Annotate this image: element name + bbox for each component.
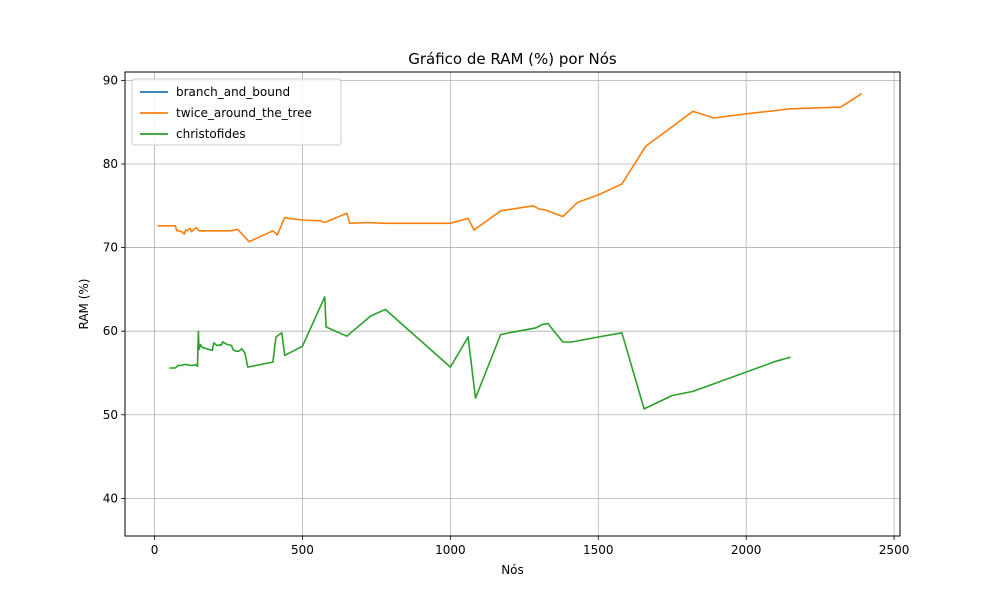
axis-ticks: 0 500 1000 1500 2000 2500 40 50 60 70 80 90: [103, 73, 910, 557]
chart-title: Gráfico de RAM (%) por Nós: [408, 50, 617, 68]
y-tick-label: 60: [103, 324, 118, 338]
x-tick-label: 1000: [435, 543, 466, 557]
y-tick-label: 50: [103, 408, 118, 422]
series-lines: [157, 93, 862, 410]
x-axis-label: Nós: [501, 563, 524, 577]
y-tick-label: 40: [103, 491, 118, 505]
legend-label: branch_and_bound: [176, 85, 290, 99]
y-axis-label: RAM (%): [77, 279, 91, 330]
y-tick-label: 80: [103, 157, 118, 171]
x-tick-label: 1500: [583, 543, 614, 557]
y-tick-label: 70: [103, 241, 118, 255]
x-tick-label: 2000: [731, 543, 762, 557]
plot-frame: [124, 71, 901, 537]
x-tick-label: 0: [151, 543, 159, 557]
legend: branch_and_bound twice_around_the_treechr…: [131, 78, 342, 146]
legend-box: [131, 78, 342, 146]
x-tick-label: 2500: [879, 543, 910, 557]
grid-lines: [125, 72, 900, 536]
y-tick-label: 90: [103, 73, 118, 87]
legend-label: twice_around_the_tree: [176, 106, 312, 120]
series-line-twice_around_the_tree: [157, 93, 862, 243]
legend-label: christofides: [176, 127, 246, 141]
x-tick-label: 500: [291, 543, 314, 557]
series-line-christofides: [169, 296, 791, 410]
